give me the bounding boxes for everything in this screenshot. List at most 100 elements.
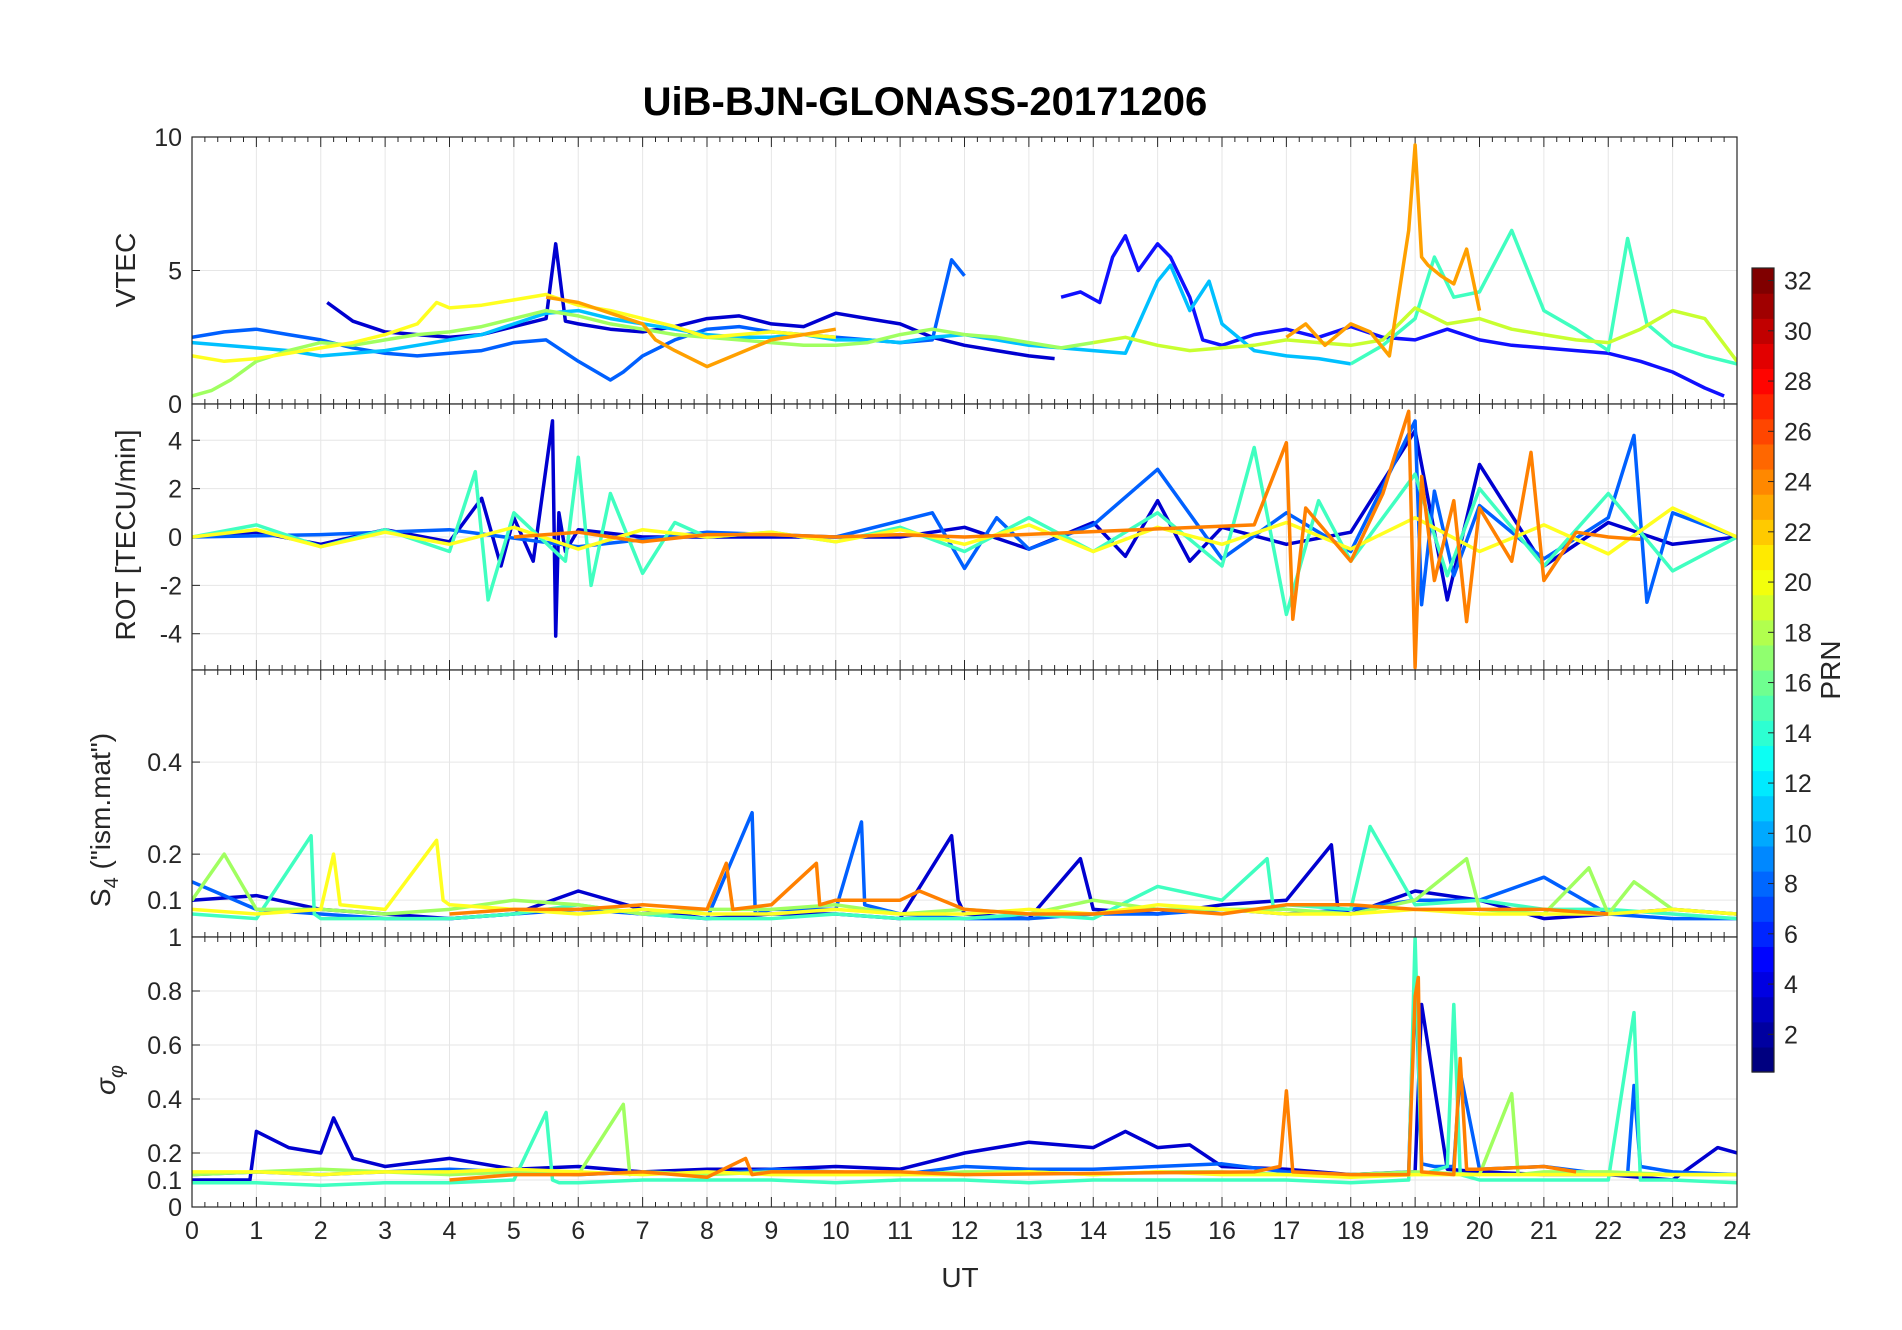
x-tick-label: 0 <box>185 1217 199 1245</box>
y-tick-label: 0.4 <box>147 1086 182 1114</box>
y-tick-label: 0.6 <box>147 1032 182 1060</box>
series-line <box>326 242 1055 361</box>
colorbar-segment <box>1752 494 1774 520</box>
y-tick-label: -2 <box>160 572 182 600</box>
colorbar-segment <box>1752 293 1774 319</box>
x-tick-label: 24 <box>1723 1217 1751 1245</box>
colorbar-segment <box>1752 971 1774 998</box>
series-line <box>192 506 1737 556</box>
series-line <box>192 937 1737 1188</box>
colorbar-segment <box>1752 519 1774 545</box>
colorbar-tick-label: 32 <box>1784 268 1812 296</box>
y-tick-label: 0 <box>168 524 182 552</box>
series-line <box>192 1091 1737 1177</box>
series-line <box>449 975 1577 1182</box>
x-tick-label: 13 <box>1015 1217 1043 1245</box>
y-tick-label: 0.2 <box>147 841 182 869</box>
series-line <box>192 308 1094 398</box>
y-tick-label: 0.2 <box>147 1140 182 1168</box>
y-tick-label: 10 <box>154 124 182 152</box>
colorbar-segment <box>1752 795 1774 822</box>
svg-text:S4 ("ism.mat"): S4 ("ism.mat") <box>85 733 123 907</box>
x-tick-label: 15 <box>1144 1217 1172 1245</box>
axes-frame <box>191 936 1738 1208</box>
x-tick-label: 11 <box>887 1217 913 1245</box>
colorbar-segment <box>1752 368 1774 395</box>
x-tick-label: 2 <box>314 1217 328 1245</box>
chart-title: UiB-BJN-GLONASS-20171206 <box>643 80 1208 124</box>
colorbar-segment <box>1752 845 1774 872</box>
colorbar-tick-label: 24 <box>1784 469 1812 497</box>
colorbar-tick-label: 18 <box>1784 619 1812 647</box>
series-line <box>192 292 836 364</box>
y-tick-label: 0.1 <box>147 1167 182 1195</box>
colorbar-segment <box>1752 996 1774 1023</box>
colorbar-segment <box>1752 594 1774 621</box>
colorbar-tick-label: 12 <box>1784 770 1812 798</box>
colorbar-tick-label: 8 <box>1784 871 1798 899</box>
colorbar-tick-label: 16 <box>1784 670 1812 698</box>
series-line <box>513 409 1641 670</box>
y-tick-label: 0 <box>168 391 182 419</box>
colorbar-segment <box>1752 469 1774 495</box>
x-tick-label: 1 <box>249 1217 263 1245</box>
colorbar-tick-label: 30 <box>1784 318 1812 346</box>
colorbar-tick-label: 6 <box>1784 921 1798 949</box>
panel-vtec: 0 5 10 <box>154 124 1738 419</box>
x-tick-label: 22 <box>1594 1217 1622 1245</box>
y-tick-label: 1 <box>168 924 182 952</box>
y-tick-label: 0.1 <box>147 887 182 915</box>
x-tick-label: 6 <box>571 1217 585 1245</box>
x-tick-label: 16 <box>1208 1217 1236 1245</box>
x-tick-label: 7 <box>636 1217 650 1245</box>
x-tick-label: 21 <box>1530 1217 1558 1245</box>
y-tick-label: 0.8 <box>147 978 182 1006</box>
colorbar-segment <box>1752 921 1774 947</box>
colorbar-tick-label: 22 <box>1784 519 1812 547</box>
colorbar-segment <box>1752 946 1774 973</box>
rot-ylabel: ROT [TECU/min] <box>110 429 141 640</box>
series-line <box>449 861 1609 916</box>
colorbar-segment <box>1752 569 1774 596</box>
y-tick-label: 5 <box>168 258 182 286</box>
colorbar-segment <box>1752 1021 1774 1048</box>
colorbar-segment <box>1752 443 1774 470</box>
colorbar-segment <box>1752 695 1774 721</box>
x-tick-label: 12 <box>951 1217 979 1245</box>
colorbar-segment <box>1752 720 1774 746</box>
colorbar-segment <box>1752 820 1774 847</box>
colorbar-segment <box>1752 619 1774 646</box>
x-tick-label: 23 <box>1659 1217 1687 1245</box>
colorbar-tick-label: 26 <box>1784 418 1812 446</box>
y-tick-label: -4 <box>160 621 182 649</box>
x-axis-label: UT <box>941 1262 978 1293</box>
colorbar-tick-label: 20 <box>1784 569 1812 597</box>
colorbar-segment <box>1752 670 1774 696</box>
colorbar-segment <box>1752 1046 1774 1073</box>
colorbar-segment <box>1752 393 1774 420</box>
colorbar-tick-label: 10 <box>1784 820 1812 848</box>
panel-rot: -4 -2 0 2 4 <box>160 403 1738 671</box>
x-tick-label: 18 <box>1337 1217 1365 1245</box>
x-tick-label: 20 <box>1466 1217 1494 1245</box>
x-tick-label: 19 <box>1401 1217 1429 1245</box>
series-line <box>1285 143 1482 358</box>
sigma-phi-ylabel: σφ <box>90 1065 128 1095</box>
series-line <box>192 824 1737 921</box>
y-tick-label: 2 <box>168 476 182 504</box>
series-line <box>192 1002 1737 1182</box>
x-tick-label: 3 <box>378 1217 392 1245</box>
colorbar-tick-label: 14 <box>1784 720 1812 748</box>
colorbar-segment <box>1752 544 1774 571</box>
colorbar-label: PRN <box>1815 640 1846 699</box>
colorbar-tick-label: 28 <box>1784 368 1812 396</box>
x-tick-label: 10 <box>822 1217 850 1245</box>
x-tick-label: 14 <box>1079 1217 1107 1245</box>
x-tick-label: 17 <box>1272 1217 1300 1245</box>
colorbar-segment <box>1752 318 1774 344</box>
colorbar-segment <box>1752 745 1774 772</box>
series-line <box>1349 228 1737 366</box>
x-tick-label: 9 <box>764 1217 778 1245</box>
